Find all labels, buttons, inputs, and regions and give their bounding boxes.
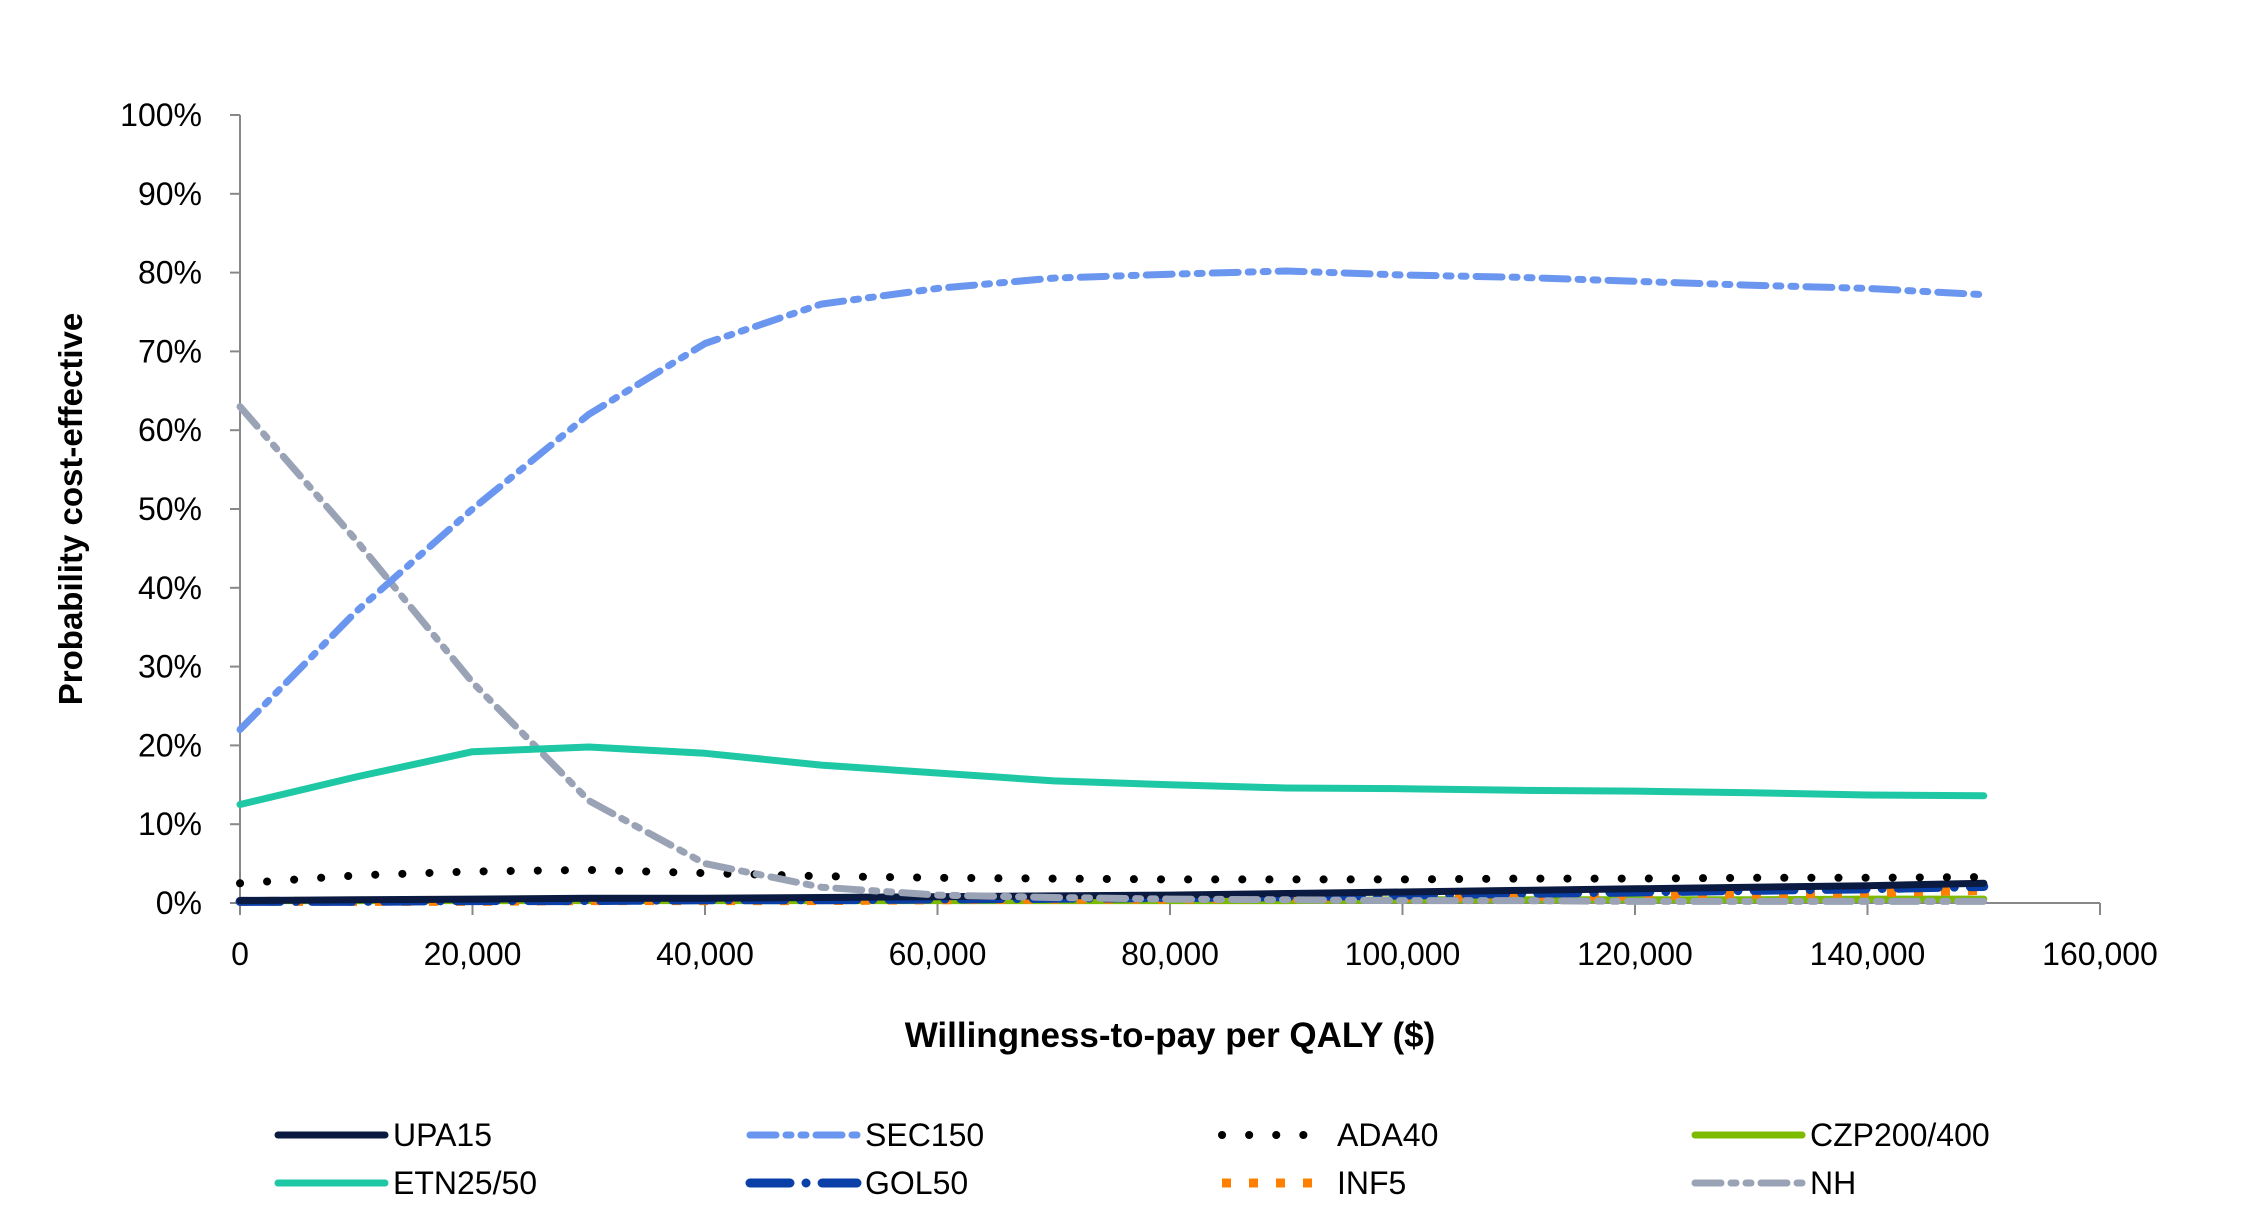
legend-label-upa15: UPA15 [393, 1117, 492, 1153]
y-tick-label: 20% [138, 727, 202, 763]
x-tick-label: 120,000 [1577, 936, 1693, 972]
axes: 0% 10% 20% 30% 40% 50% 60% 70% 80% 90% 100% 0 20,000… [120, 97, 2158, 972]
legend-label-etn25-50: ETN25/50 [393, 1165, 537, 1200]
x-tick-label: 140,000 [1810, 936, 1926, 972]
x-tick-label: 100,000 [1345, 936, 1461, 972]
series-line-ada40 [236, 865, 1988, 888]
y-axis-label: Probability cost-effective [52, 313, 89, 705]
y-tick-label: 40% [138, 570, 202, 606]
y-tick-label: 90% [138, 176, 202, 212]
y-tick-label: 70% [138, 333, 202, 369]
legend-label-czp200-400: CZP200/400 [1810, 1117, 1990, 1153]
legend: UPA15 SEC150 ADA40 CZP200/400 ETN25/50 GOL50 I… [274, 1117, 1990, 1201]
series-lines [235, 267, 1989, 906]
y-tick-label: 50% [138, 491, 202, 527]
y-tick-label: 30% [138, 649, 202, 685]
y-tick-label: 100% [120, 97, 202, 133]
x-tick-label: 0 [231, 936, 249, 972]
legend-label-ada40: ADA40 [1337, 1117, 1438, 1153]
x-tick-label: 160,000 [2042, 936, 2158, 972]
series-line-nh [236, 403, 1988, 905]
x-tick-label: 60,000 [889, 936, 987, 972]
x-tick-label: 40,000 [656, 936, 754, 972]
legend-label-inf5: INF5 [1337, 1165, 1406, 1200]
legend-label-gol50: GOL50 [865, 1165, 968, 1200]
series-line-etn25-50 [236, 743, 1988, 808]
legend-label-nh: NH [1810, 1165, 1856, 1200]
y-tick-label: 60% [138, 412, 202, 448]
x-tick-label: 20,000 [424, 936, 522, 972]
x-tick-label: 80,000 [1121, 936, 1219, 972]
x-axis-label: Willingness-to-pay per QALY ($) [905, 1016, 1436, 1055]
y-tick-label: 10% [138, 806, 202, 842]
legend-label-sec150: SEC150 [865, 1117, 984, 1153]
y-tick-label: 0% [156, 885, 202, 921]
y-tick-label: 80% [138, 255, 202, 291]
series-line-sec150 [236, 267, 1988, 734]
